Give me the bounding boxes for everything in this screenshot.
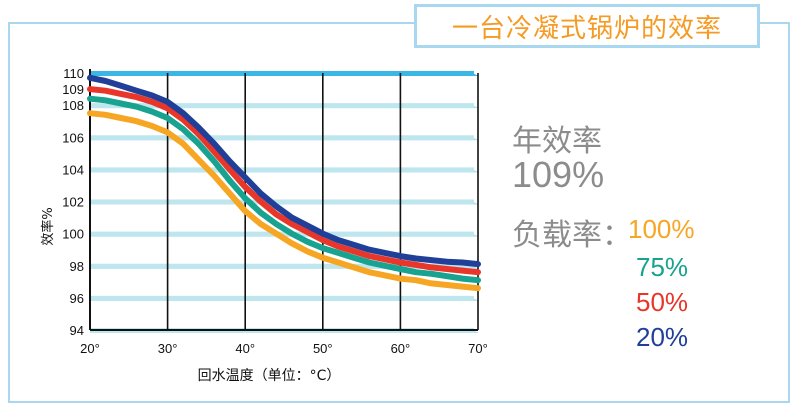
- load-rate-label: 负载率：: [512, 219, 632, 252]
- grid-line: [90, 71, 474, 76]
- y-tick-label: 100: [62, 227, 84, 242]
- legend-item-20pct: 20%: [636, 322, 689, 352]
- y-tick-label: 110: [63, 66, 84, 81]
- y-tick-label: 104: [62, 162, 84, 177]
- x-axis-label: 回水温度（单位：°C）: [198, 368, 341, 384]
- y-tick-label: 96: [70, 291, 84, 306]
- grid-line: [90, 135, 474, 141]
- legend-item-50pct: 50%: [636, 287, 689, 317]
- x-tick-label: 50°: [313, 341, 333, 356]
- x-tick-label: 40°: [235, 341, 255, 356]
- series-line-20pct: [87, 74, 481, 268]
- y-tick-label: 94: [70, 323, 84, 338]
- annual-efficiency-label: 年效率: [512, 125, 602, 158]
- annual-efficiency-value: 109%: [512, 154, 605, 195]
- y-tick-label: 98: [70, 259, 84, 274]
- grid-line: [90, 167, 474, 173]
- legend-item-100pct: 100%: [628, 214, 695, 244]
- grid-line: [90, 295, 474, 301]
- title-box: 一台冷凝式锅炉的效率: [414, 4, 760, 48]
- series-line-50pct: [87, 86, 481, 276]
- y-tick-label: 108: [62, 98, 84, 113]
- chart-title: 一台冷凝式锅炉的效率: [451, 13, 722, 44]
- x-tick-label: 60°: [391, 341, 411, 356]
- x-tick-label: 30°: [158, 341, 178, 356]
- y-tick-label: 106: [62, 130, 84, 145]
- grid-line: [90, 263, 474, 269]
- x-tick-label: 20°: [80, 341, 100, 356]
- legend-item-75pct: 75%: [636, 252, 689, 282]
- series-line-75pct: [87, 95, 481, 284]
- chart-frame: [8, 22, 790, 403]
- grid-line: [90, 103, 474, 109]
- x-tick-label: 70°: [468, 341, 488, 356]
- y-tick-label: 102: [62, 195, 84, 210]
- y-tick-label: 109: [62, 82, 84, 97]
- series-line-100pct: [87, 110, 481, 292]
- y-axis-label: 效率%: [40, 207, 56, 245]
- grid-line: [90, 199, 474, 205]
